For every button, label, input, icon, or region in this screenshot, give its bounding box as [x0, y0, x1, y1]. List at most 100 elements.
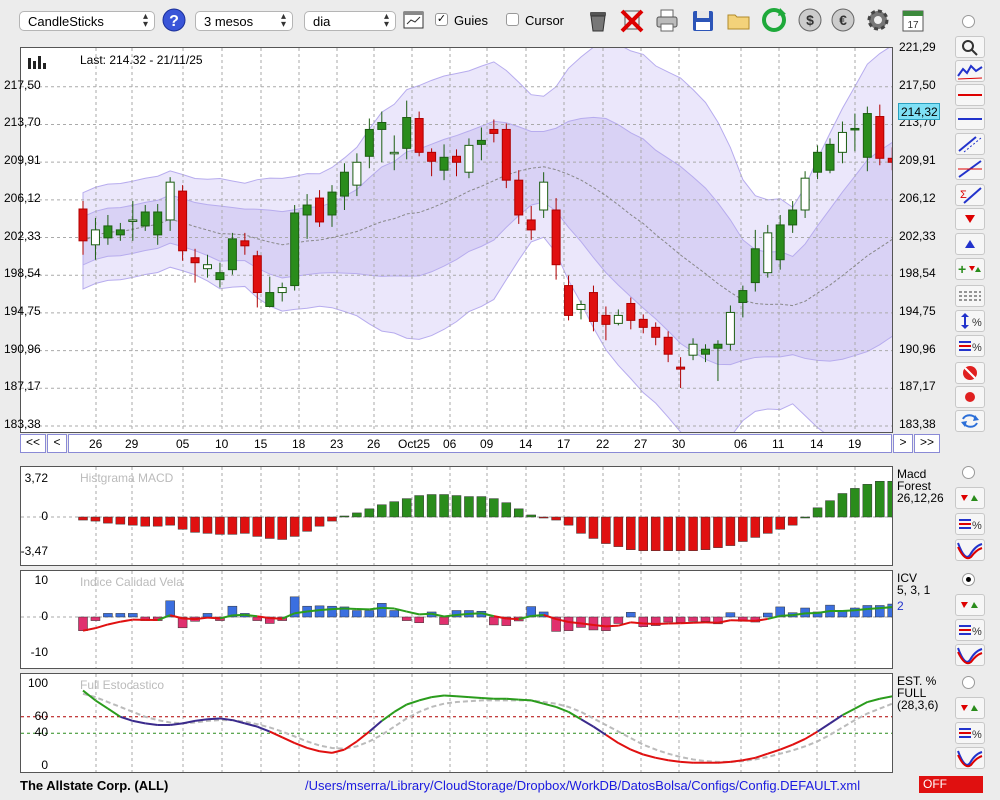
stoch-k-line — [207, 717, 221, 721]
stoch-panel[interactable]: Full Estocastico — [20, 673, 893, 773]
macd-bar — [140, 516, 150, 527]
period-select[interactable]: 3 mesos ▴ ▾ — [195, 11, 293, 31]
last-price-label: Last: 214.32 - 21/11/25 — [80, 53, 203, 67]
icv-signal-line — [543, 614, 557, 621]
macd-panel-radio[interactable] — [962, 466, 975, 479]
sync-button[interactable] — [955, 410, 985, 432]
svg-text:Σ: Σ — [960, 189, 967, 201]
price-tick-label: 194,75 — [899, 303, 936, 318]
arrow-down-icon — [965, 215, 975, 223]
stoch-arrows-button[interactable] — [955, 697, 985, 719]
blue-line-button[interactable] — [955, 108, 985, 130]
arrow-down-button[interactable] — [955, 208, 985, 230]
date-tick-label: Oct25 — [398, 437, 431, 451]
icv-curve-button[interactable] — [955, 644, 985, 666]
chart-type-select[interactable]: CandleSticks ▴ ▾ — [19, 11, 155, 31]
channel-button[interactable] — [955, 133, 985, 155]
icv-signal-line — [468, 612, 482, 615]
stop-button[interactable] — [955, 362, 985, 384]
candle-body — [115, 229, 125, 236]
icv-panel[interactable]: Indice Calidad Vela — [20, 570, 893, 669]
candle-body — [452, 155, 461, 163]
date-tick-label: 30 — [672, 437, 686, 451]
stoch-panel-radio[interactable] — [962, 676, 975, 689]
candle-body — [78, 208, 88, 242]
grid-lines-button[interactable] — [955, 285, 985, 307]
save-button[interactable] — [690, 6, 716, 34]
guides-checkbox[interactable]: ✓ — [435, 13, 448, 26]
trendline-icon — [958, 160, 982, 178]
candle-body — [315, 197, 325, 223]
add-indicator-button[interactable]: + — [955, 258, 985, 280]
candle-body — [551, 209, 561, 266]
stoch-k-line — [468, 696, 482, 699]
icv-signal-line — [331, 607, 345, 611]
nav-next-button[interactable]: > — [893, 434, 913, 453]
macd-bar — [800, 516, 810, 519]
macd-bar — [675, 516, 686, 551]
delete-button[interactable] — [619, 6, 645, 34]
macd-tick-label: 3,72 — [24, 471, 48, 485]
nav-first-button[interactable]: << — [20, 434, 46, 453]
print-button[interactable] — [654, 6, 680, 34]
main-panel-radio[interactable] — [962, 15, 975, 28]
bands-button[interactable] — [955, 60, 985, 82]
cursor-checkbox[interactable] — [506, 13, 519, 26]
icv-bar — [763, 612, 773, 618]
icv-bar — [663, 616, 673, 623]
icv-lines-percent-button[interactable]: % — [955, 619, 985, 641]
calendar-button[interactable]: 17 — [900, 6, 926, 34]
icv-bar — [90, 616, 101, 621]
red-line-button[interactable] — [955, 84, 985, 106]
candle-body — [875, 116, 885, 159]
euro-button[interactable]: € — [830, 6, 856, 34]
icv-signal-line — [194, 616, 208, 621]
price-tick-label-left: 209,91 — [4, 153, 41, 168]
chart-window-button[interactable] — [403, 10, 425, 38]
macd-bar — [314, 516, 325, 527]
stoch-k-line — [568, 711, 582, 721]
candle-body — [837, 131, 847, 153]
macd-panel[interactable]: Histgrama MACD — [20, 466, 893, 566]
trendline-button[interactable] — [955, 158, 985, 180]
macd-lines-percent-button[interactable]: % — [955, 513, 985, 535]
svg-text:%: % — [972, 317, 982, 329]
icv-signal-line — [481, 612, 495, 618]
help-button[interactable]: ? — [162, 6, 188, 34]
refresh-button[interactable] — [761, 6, 787, 34]
icv-bar — [675, 616, 686, 623]
trash-button[interactable] — [585, 6, 611, 34]
stoch-curve-button[interactable] — [955, 747, 985, 769]
icv-signal-line — [817, 610, 831, 614]
icv-arrows-button[interactable] — [955, 594, 985, 616]
zoom-button[interactable] — [955, 36, 985, 58]
stoch-k-line — [779, 743, 794, 751]
arrow-up-button[interactable] — [955, 233, 985, 255]
lines-percent-button[interactable]: % — [955, 335, 985, 357]
trash-icon — [590, 12, 606, 32]
stoch-legend: EST. % FULL (28,3,6) — [897, 675, 938, 711]
icv-panel-radio[interactable] — [962, 573, 975, 586]
stoch-k-line — [555, 706, 569, 713]
macd-arrows-button[interactable] — [955, 487, 985, 509]
scale-percent-button[interactable]: % — [955, 310, 985, 332]
nav-last-button[interactable]: >> — [914, 434, 940, 453]
fibonacci-button[interactable]: Σ — [955, 184, 985, 206]
stoch-lines-percent-button[interactable]: % — [955, 722, 985, 744]
interval-select[interactable]: dia ▴ ▾ — [304, 11, 396, 31]
dollar-button[interactable]: $ — [797, 6, 823, 34]
macd-bar — [489, 498, 499, 518]
price-chart-panel[interactable]: Last: 214.32 - 21/11/25 — [20, 47, 893, 433]
macd-title: Histgrama MACD — [80, 471, 174, 485]
icv-bar — [377, 603, 387, 618]
macd-curve-button[interactable] — [955, 539, 985, 561]
settings-button[interactable] — [865, 6, 891, 34]
icv-signal-line — [842, 609, 855, 612]
stoch-k-line — [94, 699, 109, 710]
open-button[interactable] — [726, 6, 752, 34]
nav-prev-button[interactable]: < — [47, 434, 67, 453]
config-path-link[interactable]: /Users/mserra/Library/CloudStorage/Dropb… — [305, 778, 861, 793]
off-indicator[interactable]: OFF — [919, 776, 983, 793]
stoch-k-line — [592, 725, 607, 736]
record-button[interactable] — [955, 386, 985, 408]
